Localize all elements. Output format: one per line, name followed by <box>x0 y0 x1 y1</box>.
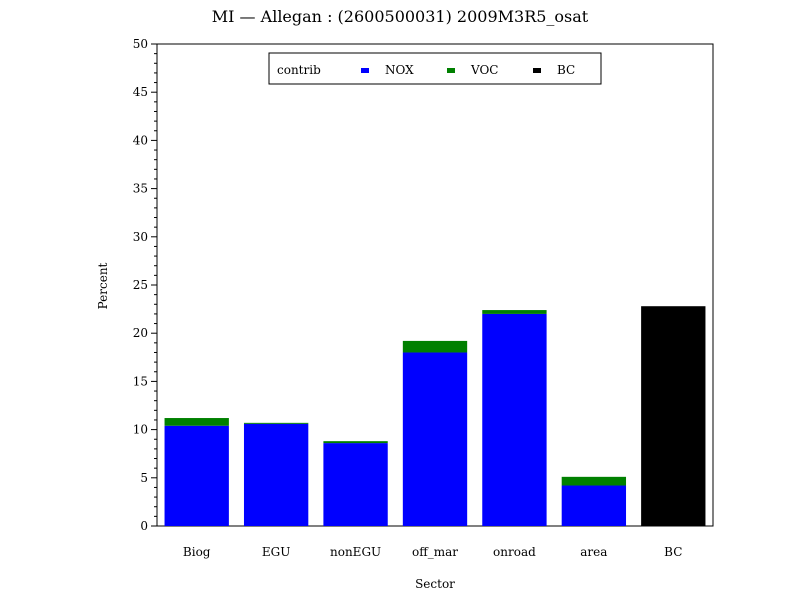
bar-segment-voc <box>561 476 627 486</box>
x-tick-label: Biog <box>183 545 211 559</box>
bar-segment-voc <box>164 418 229 426</box>
legend-label-nox: NOX <box>385 63 414 77</box>
legend-swatch-bc <box>533 68 541 73</box>
y-tick-label: 35 <box>133 182 148 196</box>
bar-segment-voc <box>323 441 388 444</box>
y-tick-label: 25 <box>133 278 148 292</box>
bar-segment-voc <box>402 340 468 353</box>
x-tick-label: area <box>580 545 607 559</box>
y-tick-label: 40 <box>133 133 148 147</box>
x-tick-label: BC <box>664 545 682 559</box>
bar-segment-nox <box>323 443 388 526</box>
legend: contrib NOX VOC BC <box>268 52 602 85</box>
y-axis: 0 5 10 15 20 25 30 35 40 45 50 <box>133 37 157 533</box>
bar-segment-nox <box>402 352 468 526</box>
bar-segment-voc <box>482 310 547 314</box>
legend-box <box>268 52 602 85</box>
x-axis-title: Sector <box>415 577 455 591</box>
chart-title: MI — Allegan : (2600500031) 2009M3R5_osa… <box>212 7 589 26</box>
bar-segment-nox <box>243 423 309 526</box>
legend-swatch-nox <box>361 68 369 73</box>
bar-segment-voc <box>243 422 309 424</box>
x-axis: Biog EGU nonEGU off_mar onroad area BC <box>183 545 682 559</box>
y-tick-label: 10 <box>133 423 148 437</box>
legend-title: contrib <box>277 63 321 77</box>
y-tick-label: 20 <box>133 326 148 340</box>
y-axis-title: Percent <box>96 262 110 309</box>
bar-segment-bc <box>641 306 706 526</box>
bar-segment-nox <box>482 313 547 526</box>
x-tick-label: off_mar <box>412 545 458 559</box>
legend-swatch-voc <box>447 68 455 73</box>
bars <box>164 306 706 526</box>
y-tick-label: 50 <box>133 37 148 51</box>
x-tick-label: nonEGU <box>330 545 381 559</box>
legend-label-voc: VOC <box>470 63 498 77</box>
bar-segment-nox <box>561 485 627 526</box>
y-tick-label: 30 <box>133 230 148 244</box>
y-tick-label: 0 <box>140 519 148 533</box>
y-tick-label: 5 <box>140 471 148 485</box>
bar-segment-nox <box>164 425 229 526</box>
y-tick-label: 15 <box>133 374 148 388</box>
x-tick-label: EGU <box>262 545 290 559</box>
y-tick-label: 45 <box>133 85 148 99</box>
x-tick-label: onroad <box>493 545 536 559</box>
legend-label-bc: BC <box>557 63 575 77</box>
